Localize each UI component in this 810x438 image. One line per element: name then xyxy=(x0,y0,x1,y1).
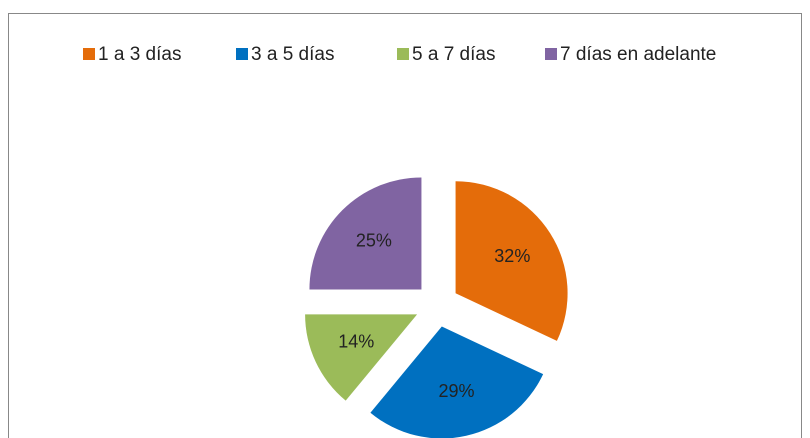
data-label: 14% xyxy=(338,332,374,352)
legend-swatch xyxy=(397,48,409,60)
legend-label: 5 a 7 días xyxy=(412,44,495,65)
pie-slice xyxy=(305,314,418,401)
data-label: 25% xyxy=(356,231,392,251)
legend-label: 7 días en adelante xyxy=(560,44,716,65)
legend-swatch xyxy=(236,48,248,60)
legend-label: 3 a 5 días xyxy=(251,44,334,65)
pie-slice xyxy=(455,181,568,341)
legend-swatch xyxy=(83,48,95,60)
legend-label: 1 a 3 días xyxy=(98,44,181,65)
pie-slice xyxy=(370,326,544,438)
pie-slice xyxy=(309,177,422,290)
data-label: 32% xyxy=(494,246,530,266)
data-label: 29% xyxy=(438,381,474,401)
legend-swatch xyxy=(545,48,557,60)
